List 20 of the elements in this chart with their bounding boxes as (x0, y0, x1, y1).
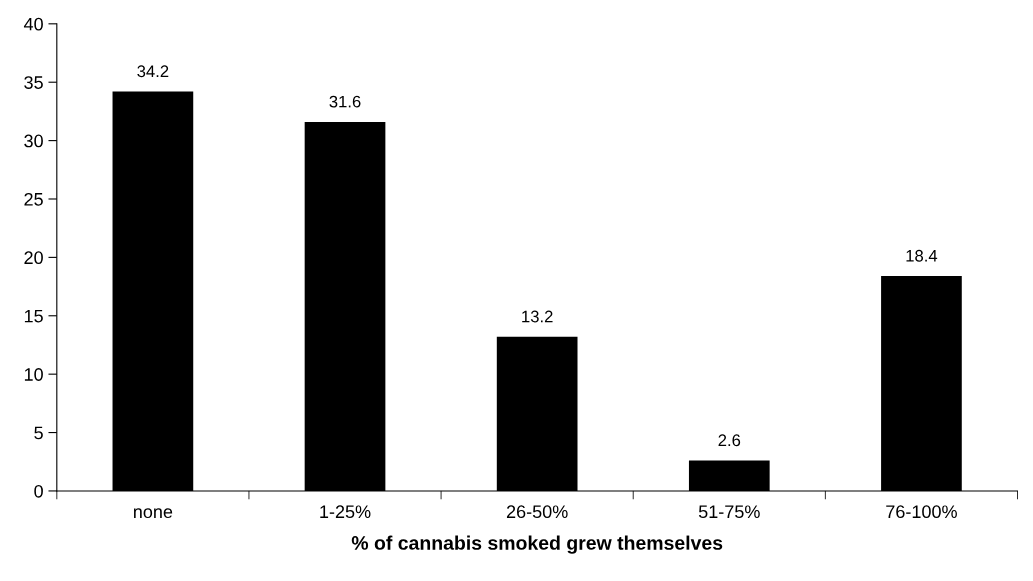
y-tick-label: 5 (34, 426, 43, 440)
x-tick-label: 26-50% (506, 505, 568, 519)
y-tick-label: 30 (24, 134, 43, 148)
x-tick-label: 1-25% (320, 505, 371, 519)
y-tick-label: 15 (24, 309, 43, 323)
data-label: 31.6 (329, 95, 361, 108)
data-label: 13.2 (522, 310, 553, 323)
y-tick-label: 0 (34, 484, 43, 498)
y-tick-label: 10 (24, 368, 43, 381)
x-tick-label: none (134, 508, 173, 519)
data-label: 2.6 (718, 434, 741, 447)
x-tick-label: 51-75% (698, 505, 760, 519)
y-tick-label: 35 (24, 76, 43, 89)
y-tick-label: 25 (24, 192, 43, 206)
y-tick-label: 20 (24, 251, 43, 265)
x-tick-label: 76-100% (886, 505, 957, 519)
data-label: 18.4 (906, 249, 938, 262)
data-label: 34.2 (137, 65, 169, 78)
y-tick-label: 40 (23, 17, 43, 31)
x-axis-title: % of cannabis smoked grew themselves (351, 535, 723, 554)
